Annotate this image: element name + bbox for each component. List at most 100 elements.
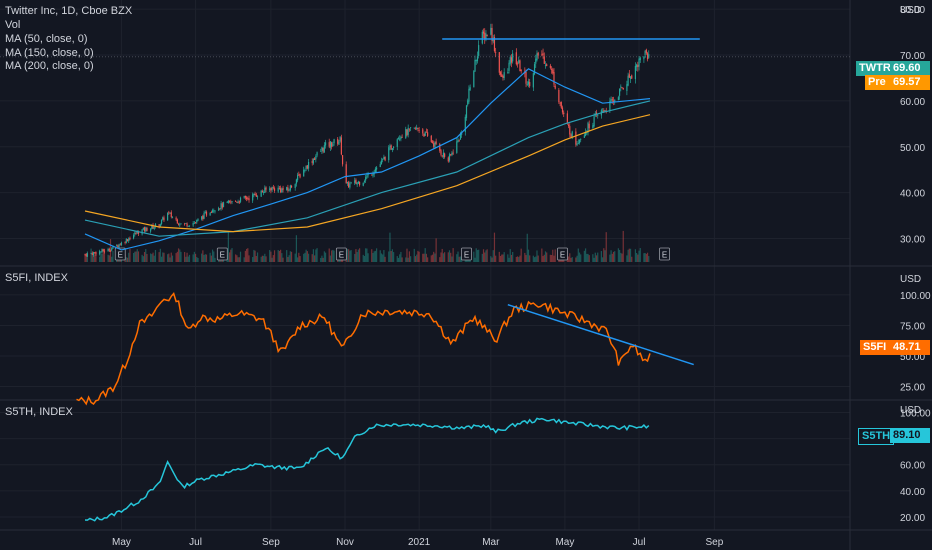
candle-body [619, 88, 621, 96]
candle-body [611, 99, 613, 101]
volume-bar [458, 256, 460, 262]
candle-body [416, 127, 418, 130]
candle-body [304, 170, 306, 171]
candle-body [400, 136, 402, 139]
candle-body [518, 60, 520, 63]
volume-bar [209, 252, 211, 262]
candle-body [481, 31, 483, 44]
volume-bar [237, 257, 239, 262]
volume-bar [298, 252, 300, 262]
candle-body [179, 224, 181, 226]
volume-bar [405, 257, 407, 262]
volume-bar [383, 250, 385, 262]
volume-bar [376, 248, 378, 262]
s5fi-axis-tick: 50.00 [900, 352, 925, 363]
volume-bar [261, 255, 263, 262]
volume-bar [390, 251, 392, 262]
candle-body [163, 217, 165, 221]
volume-bar [626, 255, 628, 262]
candle-body [312, 158, 315, 164]
earnings-marker-label: E [339, 251, 344, 260]
volume-bar [98, 256, 101, 262]
candle-body [98, 251, 101, 255]
candle-body [187, 225, 189, 227]
volume-bar [290, 251, 293, 262]
candle-body [648, 54, 650, 58]
volume-bar [214, 257, 216, 262]
volume-bar [457, 251, 459, 262]
volume-bar [264, 253, 266, 262]
volume-bar [186, 252, 188, 262]
volume-bar [553, 255, 555, 262]
candle-body [388, 147, 390, 161]
candle-body [393, 147, 395, 148]
volume-bar [289, 251, 291, 262]
premarket-tag-value: 69.57 [890, 75, 930, 90]
candle-body [475, 59, 477, 62]
candle-body [546, 64, 548, 67]
candle-body [324, 142, 327, 146]
volume-bar [263, 255, 265, 262]
candle-body [512, 53, 514, 62]
volume-bar [525, 255, 527, 262]
candle-body [355, 179, 357, 184]
candle-body [280, 188, 282, 192]
candle-body [431, 141, 434, 143]
candle-body [286, 187, 288, 191]
candle-body [569, 126, 571, 135]
volume-bar [255, 255, 257, 262]
candle-body [314, 158, 316, 161]
volume-bar [600, 251, 602, 262]
volume-bar [307, 253, 310, 262]
candle-body [298, 174, 300, 176]
candle-body [180, 223, 182, 225]
volume-bar [323, 251, 325, 262]
candle-body [153, 227, 155, 230]
candle-body [263, 192, 265, 193]
s5fi-line [76, 291, 651, 406]
candle-body [371, 174, 373, 176]
candle-body [218, 208, 220, 211]
volume-bar [180, 251, 182, 262]
volume-bar [103, 248, 106, 262]
candle-body [536, 53, 538, 61]
candle-body [160, 219, 163, 224]
candle-body [256, 196, 259, 198]
volume-bar [295, 235, 298, 262]
volume-bar [593, 257, 595, 262]
volume-bar [526, 233, 528, 262]
earnings-marker-label: E [220, 251, 225, 260]
volume-bar [418, 251, 420, 262]
candle-body [435, 141, 437, 144]
volume-bar [247, 248, 249, 262]
candle-body [203, 212, 205, 219]
candle-body [592, 125, 594, 129]
candle-body [244, 196, 246, 198]
candle-body [145, 227, 147, 232]
volume-bar [396, 256, 398, 262]
volume-bar [439, 257, 441, 262]
candle-body [92, 252, 95, 255]
volume-bar [399, 254, 401, 262]
candle-body [620, 86, 622, 88]
volume-bar [134, 251, 136, 262]
s5th-legend: S5TH, INDEX [5, 406, 73, 418]
candle-body [100, 251, 102, 253]
candle-body [580, 138, 582, 140]
ticker-tag-label: TWTR [856, 61, 891, 76]
volume-bar [510, 254, 513, 262]
candle-body [95, 251, 97, 255]
candle-body [486, 35, 488, 37]
candle-body [644, 50, 646, 56]
volume-bar [503, 252, 505, 262]
candle-body [126, 239, 129, 241]
candle-body [357, 181, 359, 184]
candle-body [331, 142, 333, 147]
volume-bar [278, 250, 280, 262]
volume-bar [373, 251, 375, 262]
volume-bar [486, 249, 488, 262]
volume-bar [638, 250, 640, 262]
candle-body [269, 188, 271, 190]
candle-body [566, 113, 568, 124]
